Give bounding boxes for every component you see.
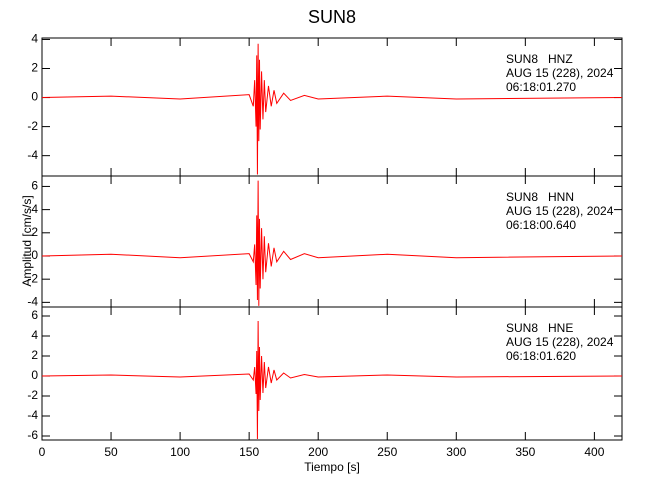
annotation: 06:18:00.640 <box>506 218 576 232</box>
x-tick-label: 150 <box>239 445 259 459</box>
y-tick-label: -6 <box>27 428 38 442</box>
y-tick-label: 2 <box>31 348 38 362</box>
annotation: AUG 15 (228), 2024 <box>506 66 614 80</box>
x-tick-label: 100 <box>170 445 190 459</box>
y-axis-label: Amplitud [cm/s/s] <box>20 195 34 286</box>
y-tick-label: -2 <box>27 271 38 285</box>
x-tick-label: 200 <box>308 445 328 459</box>
y-tick-label: -2 <box>27 119 38 133</box>
annotation: 06:18:01.270 <box>506 80 576 94</box>
y-tick-label: 6 <box>31 308 38 322</box>
x-tick-label: 400 <box>584 445 604 459</box>
y-tick-label: 6 <box>31 179 38 193</box>
trace <box>41 320 623 440</box>
y-tick-label: 4 <box>31 202 38 216</box>
y-tick-label: 0 <box>31 248 38 262</box>
y-tick-label: -2 <box>27 388 38 402</box>
annotation: SUN8 HNE <box>506 321 573 335</box>
y-tick-label: -4 <box>27 295 38 309</box>
chart-title: SUN8 <box>308 7 356 27</box>
annotation: 06:18:01.620 <box>506 349 576 363</box>
y-tick-label: 0 <box>31 90 38 104</box>
x-tick-label: 250 <box>377 445 397 459</box>
y-tick-label: -4 <box>27 408 38 422</box>
y-tick-label: 2 <box>31 61 38 75</box>
y-tick-label: 0 <box>31 368 38 382</box>
x-tick-label: 0 <box>39 445 46 459</box>
y-tick-label: 2 <box>31 225 38 239</box>
x-tick-label: 350 <box>515 445 535 459</box>
y-tick-label: 4 <box>31 328 38 342</box>
x-tick-label: 50 <box>104 445 118 459</box>
panel-frame <box>41 306 623 441</box>
annotation: AUG 15 (228), 2024 <box>506 335 614 349</box>
y-tick-label: 4 <box>31 32 38 46</box>
annotation: SUN8 HNN <box>506 190 574 204</box>
x-tick-label: 300 <box>446 445 466 459</box>
trace <box>41 43 623 175</box>
trace <box>41 180 623 306</box>
x-axis-label: Tiempo [s] <box>304 460 360 474</box>
annotation: AUG 15 (228), 2024 <box>506 204 614 218</box>
annotation: SUN8 HNZ <box>506 52 573 66</box>
y-tick-label: -4 <box>27 148 38 162</box>
